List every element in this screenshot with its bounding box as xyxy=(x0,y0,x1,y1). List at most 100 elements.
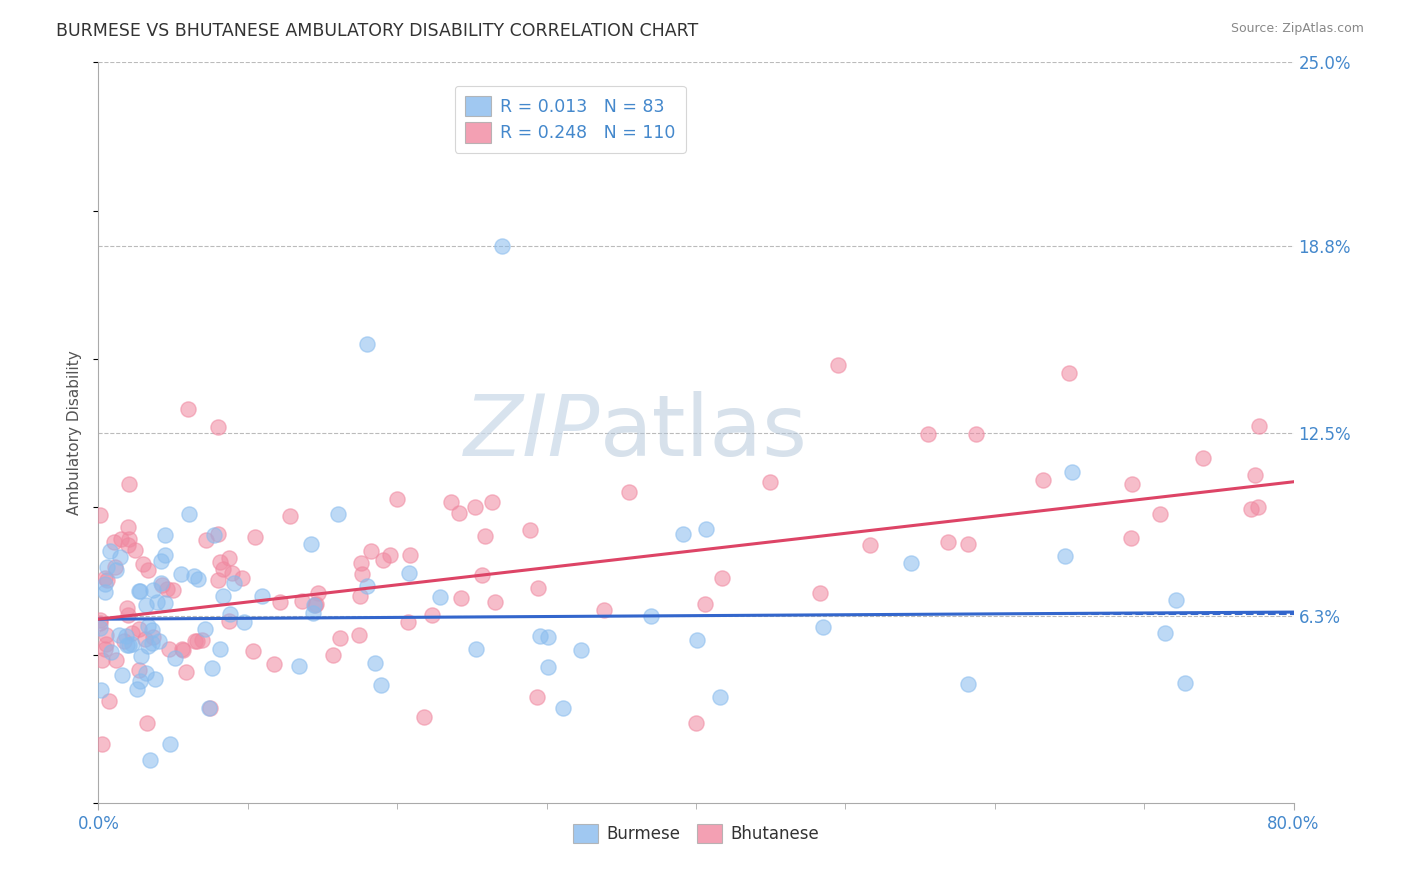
Point xyxy=(218,607,240,622)
Point xyxy=(328,507,350,521)
Point xyxy=(149,575,172,590)
Point xyxy=(349,627,371,641)
Point xyxy=(127,682,149,697)
Point xyxy=(94,628,117,642)
Point xyxy=(208,642,231,657)
Point xyxy=(118,477,141,491)
Point xyxy=(440,495,463,509)
Point xyxy=(957,676,980,690)
Point xyxy=(619,485,641,500)
Point xyxy=(250,589,273,603)
Point xyxy=(571,643,593,657)
Point xyxy=(551,701,574,715)
Text: Source: ZipAtlas.com: Source: ZipAtlas.com xyxy=(1230,22,1364,36)
Point xyxy=(149,554,172,568)
Point xyxy=(224,575,246,590)
Point xyxy=(132,557,155,571)
Point xyxy=(177,401,200,416)
Point xyxy=(278,508,301,523)
Point xyxy=(148,634,170,648)
Point xyxy=(302,599,325,613)
Point xyxy=(117,538,139,552)
Point xyxy=(117,520,139,534)
Point xyxy=(288,659,311,673)
Point xyxy=(202,527,225,541)
Point xyxy=(184,633,207,648)
Point xyxy=(145,594,167,608)
Text: BURMESE VS BHUTANESE AMBULATORY DISABILITY CORRELATION CHART: BURMESE VS BHUTANESE AMBULATORY DISABILI… xyxy=(56,22,699,40)
Point xyxy=(1119,531,1142,545)
Point xyxy=(1053,549,1076,563)
Point xyxy=(474,529,496,543)
Point xyxy=(1174,676,1197,690)
Point xyxy=(1149,507,1171,521)
Point xyxy=(1247,500,1270,515)
Point xyxy=(108,628,131,642)
Point xyxy=(685,715,707,730)
Point xyxy=(808,586,831,600)
Point xyxy=(207,527,229,541)
Point xyxy=(157,641,180,656)
Point xyxy=(243,530,266,544)
Text: atlas: atlas xyxy=(600,391,808,475)
Point xyxy=(98,693,121,707)
Point xyxy=(93,571,115,585)
Point xyxy=(356,336,378,351)
Point xyxy=(349,589,371,603)
Point xyxy=(121,637,143,651)
Point xyxy=(396,615,419,630)
Point xyxy=(360,544,382,558)
Point xyxy=(98,544,122,558)
Point xyxy=(269,595,291,609)
Point xyxy=(121,626,143,640)
Point xyxy=(163,650,186,665)
Point xyxy=(194,533,217,547)
Point xyxy=(398,549,420,563)
Point xyxy=(91,737,114,751)
Point xyxy=(813,620,835,634)
Point xyxy=(537,660,560,674)
Point xyxy=(536,631,558,645)
Point xyxy=(693,597,716,611)
Point xyxy=(350,556,373,570)
Point xyxy=(827,359,849,373)
Point xyxy=(308,586,330,600)
Point xyxy=(1032,473,1054,487)
Point xyxy=(1154,626,1177,640)
Y-axis label: Ambulatory Disability: Ambulatory Disability xyxy=(67,351,83,515)
Point xyxy=(207,573,229,587)
Point xyxy=(450,591,472,605)
Point xyxy=(198,701,221,715)
Point xyxy=(170,641,193,656)
Point xyxy=(89,616,111,631)
Point xyxy=(640,609,662,624)
Point xyxy=(117,608,139,623)
Legend: Burmese, Bhutanese: Burmese, Bhutanese xyxy=(567,817,825,850)
Point xyxy=(231,570,253,584)
Point xyxy=(152,578,174,592)
Point xyxy=(352,567,374,582)
Point xyxy=(329,631,352,645)
Point xyxy=(201,661,224,675)
Point xyxy=(89,508,111,522)
Point xyxy=(1164,593,1187,607)
Point xyxy=(118,639,141,653)
Point xyxy=(221,566,243,581)
Point xyxy=(156,582,179,596)
Point xyxy=(90,683,112,698)
Point xyxy=(364,656,387,670)
Point xyxy=(142,631,165,645)
Point xyxy=(124,543,146,558)
Point xyxy=(380,548,402,562)
Point xyxy=(471,568,494,582)
Point xyxy=(183,569,205,583)
Point xyxy=(304,598,326,612)
Point xyxy=(218,550,240,565)
Point xyxy=(1244,468,1267,483)
Point xyxy=(420,607,443,622)
Point xyxy=(153,597,176,611)
Point xyxy=(96,560,118,574)
Point xyxy=(128,583,150,598)
Point xyxy=(134,632,156,647)
Point xyxy=(128,663,150,677)
